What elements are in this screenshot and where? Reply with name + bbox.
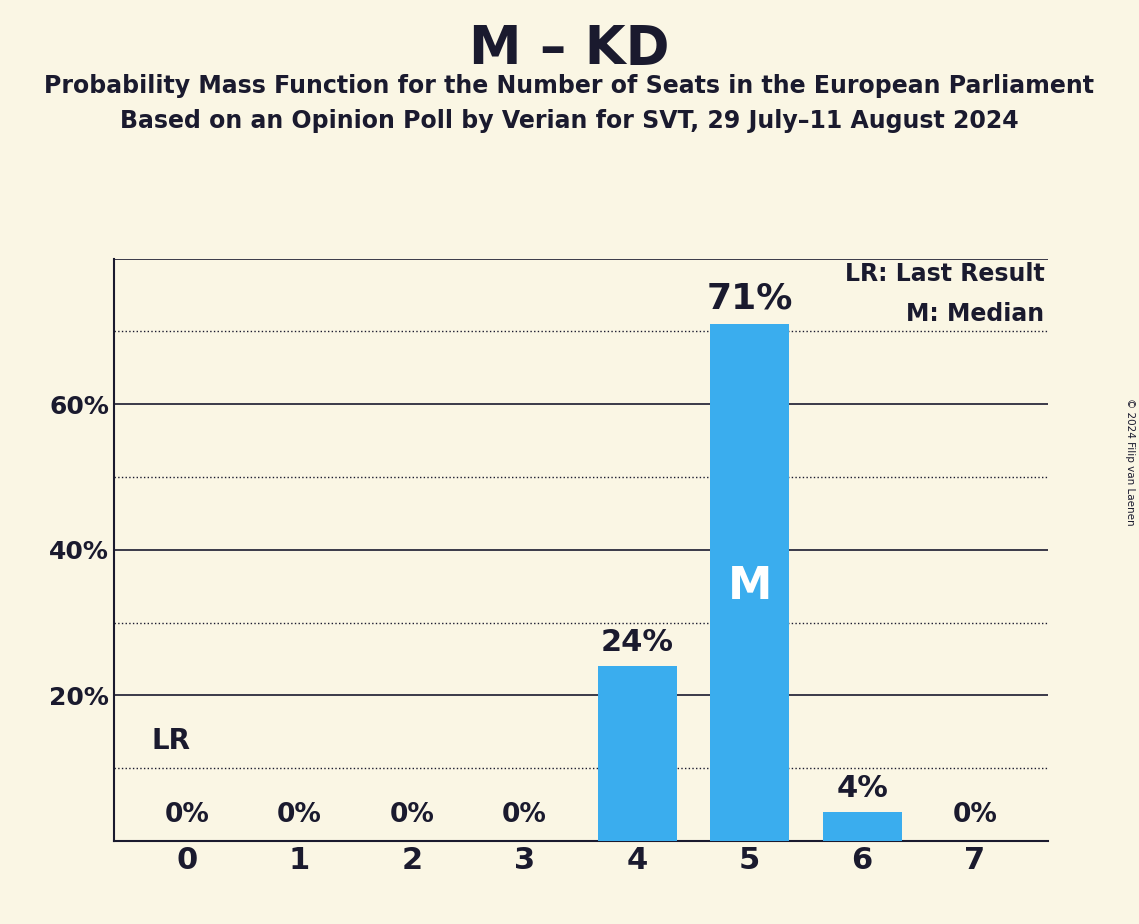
Text: M – KD: M – KD — [469, 23, 670, 75]
Text: LR: LR — [151, 727, 190, 755]
Text: M: Median: M: Median — [907, 302, 1044, 326]
Text: 0%: 0% — [952, 802, 997, 828]
Text: 71%: 71% — [706, 282, 793, 315]
Text: LR: Last Result: LR: Last Result — [845, 262, 1044, 286]
Text: Probability Mass Function for the Number of Seats in the European Parliament: Probability Mass Function for the Number… — [44, 74, 1095, 98]
Text: 0%: 0% — [390, 802, 435, 828]
Text: 24%: 24% — [600, 628, 673, 658]
Bar — [711, 324, 789, 841]
Text: Based on an Opinion Poll by Verian for SVT, 29 July–11 August 2024: Based on an Opinion Poll by Verian for S… — [121, 109, 1018, 133]
Text: 0%: 0% — [277, 802, 322, 828]
Text: M: M — [728, 565, 772, 608]
Text: 0%: 0% — [165, 802, 210, 828]
Text: 4%: 4% — [836, 774, 888, 803]
Bar — [822, 812, 902, 841]
Bar — [598, 666, 677, 841]
Text: 0%: 0% — [502, 802, 547, 828]
Text: © 2024 Filip van Laenen: © 2024 Filip van Laenen — [1125, 398, 1134, 526]
